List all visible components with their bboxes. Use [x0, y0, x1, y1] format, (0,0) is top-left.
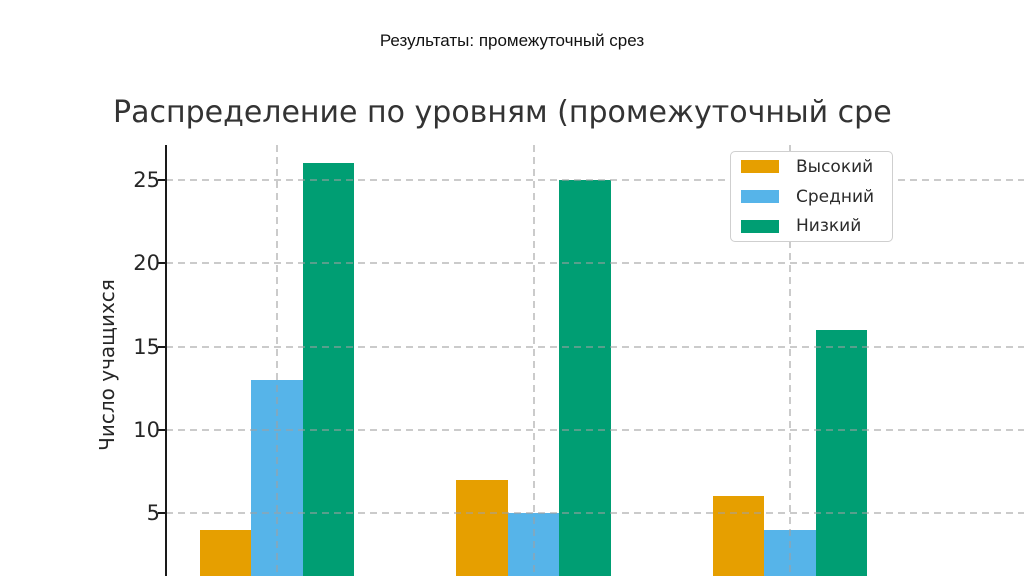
legend-label-low: Низкий	[796, 216, 862, 237]
legend-label-high: Высокий	[796, 156, 874, 177]
y-tick-label-5: 5	[146, 501, 160, 525]
y-axis-spine	[165, 145, 167, 576]
gridline-x-group1	[276, 145, 278, 576]
gridline-y-15	[166, 345, 1024, 348]
gridline-y-10	[166, 428, 1024, 431]
bar-Низкий-group1	[302, 163, 355, 576]
y-tick-20	[158, 262, 166, 265]
legend-item-medium: Средний	[731, 182, 892, 212]
gridline-x-group3	[789, 145, 791, 576]
legend-item-high: Высокий	[731, 152, 892, 182]
y-tick-25	[158, 179, 166, 181]
y-axis-label: Число учащихся	[95, 279, 119, 451]
legend-item-low: Низкий	[731, 211, 892, 241]
y-tick-label-15: 15	[133, 334, 160, 359]
bar-Низкий-group2	[559, 180, 611, 576]
gridline-y-25	[166, 179, 1024, 181]
legend: Высокий Средний Низкий	[730, 151, 893, 242]
chart-title: Распределение по уровням (промежуточный …	[113, 95, 892, 130]
legend-swatch-high	[741, 160, 779, 174]
y-tick-label-20: 20	[133, 251, 160, 276]
bar-Высокий-group2	[456, 479, 508, 576]
legend-swatch-medium	[741, 190, 779, 203]
gridline-y-20	[166, 262, 1024, 265]
gridline-x-group2	[532, 145, 535, 576]
y-tick-label-25: 25	[133, 168, 160, 192]
slide-title: Результаты: промежуточный срез	[379, 31, 645, 50]
legend-swatch-low	[741, 219, 779, 233]
bar-Высокий-group3	[712, 496, 765, 576]
bar-Низкий-group3	[815, 329, 868, 576]
gridline-y-5	[166, 512, 1024, 514]
y-tick-label-10: 10	[133, 417, 160, 442]
bar-Высокий-group1	[199, 529, 252, 576]
legend-label-medium: Средний	[796, 186, 875, 207]
y-tick-5	[158, 512, 166, 514]
y-tick-10	[158, 428, 166, 431]
y-tick-15	[158, 345, 166, 348]
